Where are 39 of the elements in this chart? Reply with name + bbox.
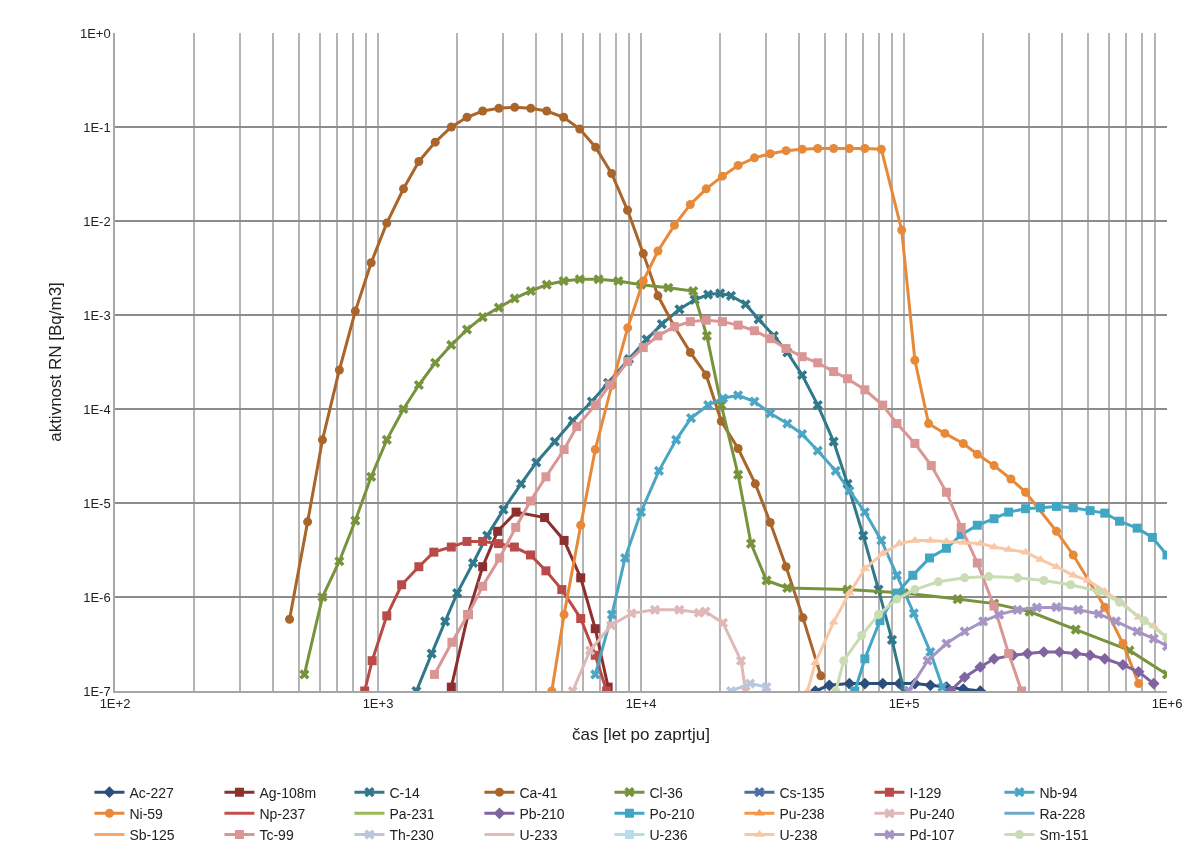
legend-label: C-14	[389, 784, 420, 801]
x-tick-label: 1E+4	[625, 696, 657, 712]
legend-label: Ag-108m	[259, 784, 317, 801]
legend-label: Pu-240	[909, 805, 955, 822]
legend-label: Np-237	[259, 805, 306, 822]
legend-label: Pd-107	[909, 827, 955, 843]
y-tick-label: 1E-4	[83, 401, 111, 417]
x-tick-label: 1E+6	[1151, 696, 1183, 712]
legend-label: I-129	[909, 784, 942, 801]
legend-label: Ni-59	[129, 805, 164, 822]
y-tick-label: 1E-2	[83, 213, 111, 229]
y-tick-label: 1E-5	[83, 495, 111, 511]
legend-label: U-238	[779, 827, 818, 843]
legend-label: Sb-125	[129, 827, 175, 843]
x-tick-label: 1E+3	[362, 696, 394, 712]
legend-label: Pa-231	[389, 805, 435, 822]
x-tick-label: 1E+2	[99, 696, 131, 712]
y-axis-title: aktivnost RN [Bq/m3]	[45, 282, 65, 442]
legend-label: Tc-99	[259, 827, 294, 843]
y-tick-label: 1E+0	[79, 25, 111, 41]
legend-label: U-236	[649, 827, 688, 843]
legend-label: Cl-36	[649, 784, 684, 801]
legend-label: Th-230	[389, 827, 435, 843]
legend-label: Ac-227	[129, 784, 175, 801]
legend-label: U-233	[519, 827, 558, 843]
legend-label: Ra-228	[1039, 805, 1086, 822]
legend-label: Cs-135	[779, 784, 825, 801]
x-axis-title: čas [let po zaprtju]	[572, 725, 710, 745]
legend-label: Ca-41	[519, 784, 558, 801]
legend-label: Pb-210	[519, 805, 565, 822]
legend-label: Sm-151	[1039, 827, 1089, 843]
legend-label: Nb-94	[1039, 784, 1078, 801]
y-tick-label: 1E-1	[83, 119, 111, 135]
y-tick-label: 1E-6	[83, 589, 111, 605]
legend-label: Po-210	[649, 805, 695, 822]
y-tick-label: 1E-7	[83, 683, 111, 699]
legend-label: Pu-238	[779, 805, 825, 822]
x-tick-label: 1E+5	[888, 696, 920, 712]
y-tick-label: 1E-3	[83, 307, 111, 323]
